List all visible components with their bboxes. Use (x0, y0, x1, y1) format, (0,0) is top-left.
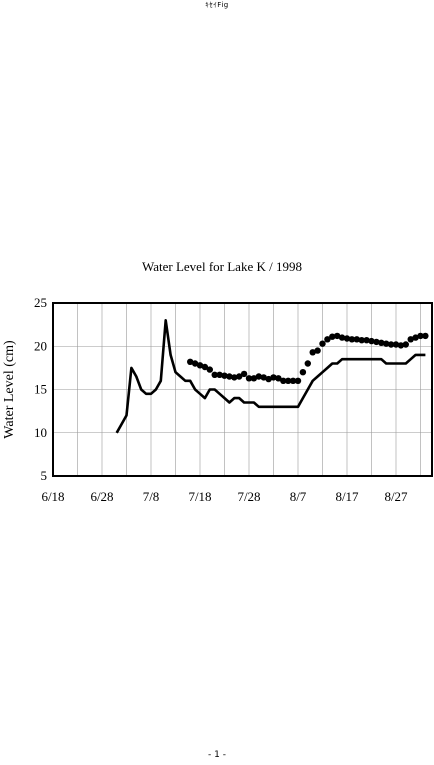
series-2-point (231, 374, 238, 381)
series-2-point (216, 371, 223, 378)
series-2-point (358, 337, 365, 344)
series-2-point (422, 332, 429, 340)
series-2-point (417, 332, 424, 340)
series-1-line (115, 319, 426, 434)
series-2-point (324, 336, 331, 343)
series-2-point (383, 340, 390, 347)
series-2-point (412, 334, 419, 341)
series-2-point (378, 339, 385, 346)
series-2-point (221, 372, 228, 379)
x-tick-label: 8/27 (384, 489, 408, 504)
y-tick-label: 25 (34, 295, 47, 310)
series-2-point (201, 363, 209, 371)
series-2-point (260, 374, 267, 381)
x-tick-label: 7/8 (143, 489, 160, 504)
series-2-point (304, 360, 311, 367)
series-2-point (280, 377, 287, 384)
plot-frame (52, 302, 433, 477)
series-2-point (353, 336, 360, 343)
series-2-point (397, 342, 405, 349)
series-2-point (348, 336, 356, 343)
y-axis-ticks: 5 10 15 20 25 (34, 295, 47, 483)
series-2-point (211, 371, 218, 378)
grid (52, 302, 432, 477)
series-2-point (373, 338, 380, 346)
series-2-point (187, 358, 194, 365)
y-axis-label: Water Level (cm) (2, 340, 17, 439)
page-number: - 1 - (208, 750, 226, 760)
series-2-point (329, 333, 336, 340)
x-axis-ticks: 6/18 6/28 7/8 7/18 7/28 8/7 8/17 8/27 (41, 489, 408, 504)
chart-title: Water Level for Lake K / 1998 (142, 259, 302, 274)
x-tick-label: 8/7 (290, 489, 307, 504)
series-layer (115, 319, 429, 434)
series-2-point (206, 366, 213, 373)
series-2-point (343, 335, 351, 342)
series-2-point (285, 377, 292, 384)
series-2-point (265, 375, 272, 383)
series-2-point (402, 341, 409, 348)
series-2-point (255, 373, 262, 380)
water-level-chart: Water Level for Lake K / 1998 510152025 … (2, 259, 433, 504)
series-2-point (319, 340, 326, 347)
series-2-point (338, 334, 346, 341)
series-2-point (196, 362, 204, 369)
series-2-point (407, 336, 414, 343)
series-2-point (236, 373, 243, 380)
series-2-point (392, 341, 400, 348)
y-tick-label: 20 (34, 338, 47, 353)
series-2-point (334, 332, 341, 340)
series-2-point (387, 341, 395, 348)
series-2-point (191, 360, 199, 367)
y-tick-label: 15 (34, 382, 47, 397)
y-tick-label: 10 (34, 425, 47, 440)
series-2-point (240, 370, 248, 378)
series-2-point (226, 373, 233, 380)
x-tick-label: 6/18 (41, 489, 64, 504)
series-2-point (245, 375, 253, 382)
series-2-point (309, 349, 316, 356)
series-2-point (250, 375, 258, 382)
series-2-point (275, 375, 282, 382)
series-2-point (270, 374, 277, 381)
series-2-point (294, 377, 302, 384)
y-tick-label: 5 (41, 468, 48, 483)
page-header: ｷｾｲFig (205, 1, 229, 9)
x-tick-label: 6/28 (90, 489, 113, 504)
x-tick-label: 7/28 (237, 489, 260, 504)
series-2-point (299, 369, 307, 376)
x-tick-label: 8/17 (335, 489, 359, 504)
x-tick-label: 7/18 (188, 489, 211, 504)
series-2-point (289, 377, 297, 384)
series-2-point (314, 347, 321, 354)
series-2-point (368, 337, 375, 345)
series-2-point (363, 337, 370, 344)
